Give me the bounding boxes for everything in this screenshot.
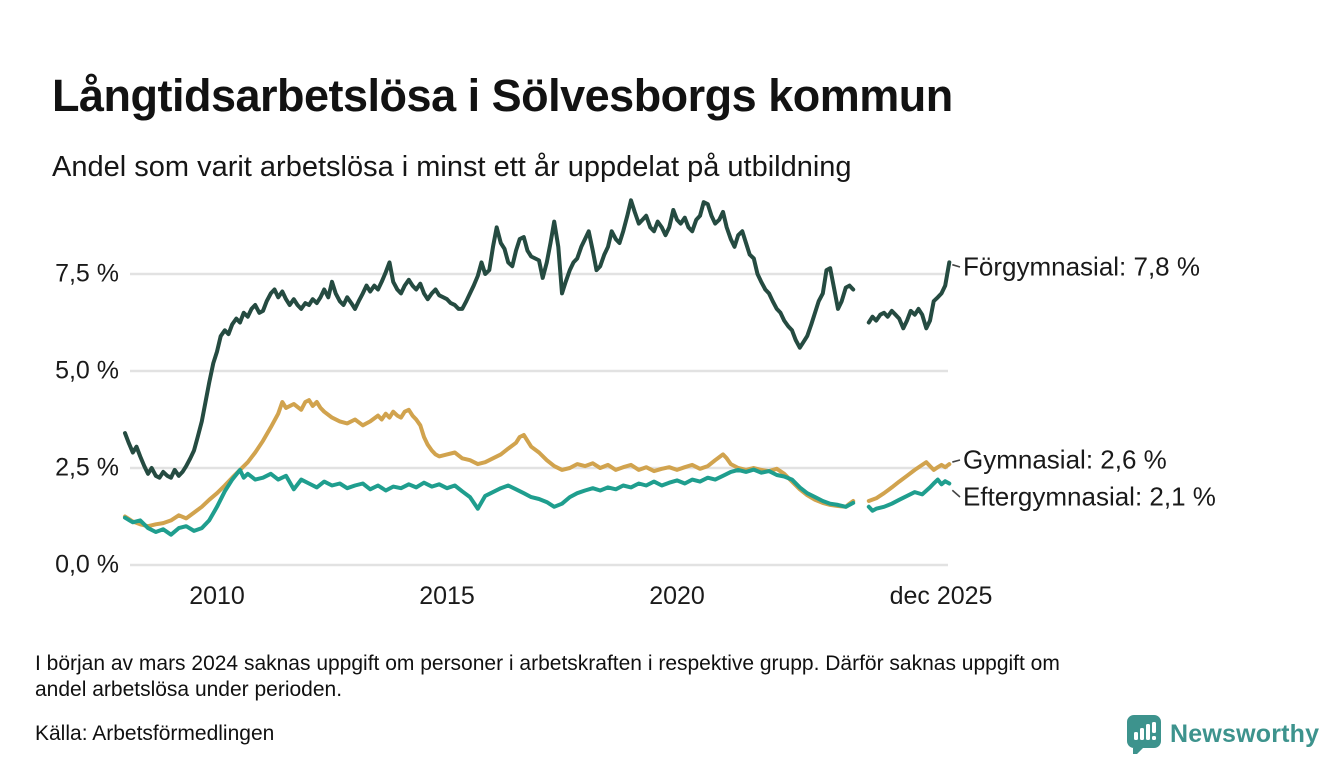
- footnote-line-1: I början av mars 2024 saknas uppgift om …: [35, 652, 1060, 675]
- y-tick-7-5: 7,5 %: [55, 259, 119, 288]
- newsworthy-logo: Newsworthy: [1126, 714, 1319, 754]
- x-tick-2020: 2020: [649, 582, 705, 610]
- newsworthy-logo-icon: [1127, 715, 1161, 754]
- x-tick-dec-2025: dec 2025: [889, 582, 993, 610]
- source-text: Källa: Arbetsförmedlingen: [35, 722, 275, 745]
- series-line-eftergymnasial: [123, 467, 952, 537]
- gridlines: [130, 272, 948, 567]
- label-connectors: [951, 263, 961, 498]
- series-line-gymnasial: [123, 398, 952, 529]
- series-label-forgymnasial: Förgymnasial: 7,8 %: [963, 251, 1200, 282]
- x-tick-2010: 2010: [189, 582, 245, 610]
- y-tick-2-5: 2,5 %: [55, 453, 119, 482]
- series-lines: [123, 198, 952, 537]
- page-title: Långtidsarbetslösa i Sölvesborgs kommun: [52, 70, 953, 122]
- newsworthy-logo-text: Newsworthy: [1170, 719, 1320, 748]
- x-tick-2015: 2015: [419, 582, 475, 610]
- footnote-line-2: andel arbetslösa under perioden.: [35, 678, 343, 701]
- series-line-förgymnasial: [123, 198, 952, 480]
- data-gap-footnote: I början av mars 2024 saknas uppgift om …: [35, 651, 1295, 703]
- page-subtitle: Andel som varit arbetslösa i minst ett å…: [52, 151, 852, 183]
- y-tick-5-0: 5,0 %: [55, 356, 119, 385]
- series-label-eftergymnasial: Eftergymnasial: 2,1 %: [963, 481, 1216, 512]
- y-tick-0: 0,0 %: [55, 550, 119, 579]
- series-label-gymnasial: Gymnasial: 2,6 %: [963, 444, 1167, 475]
